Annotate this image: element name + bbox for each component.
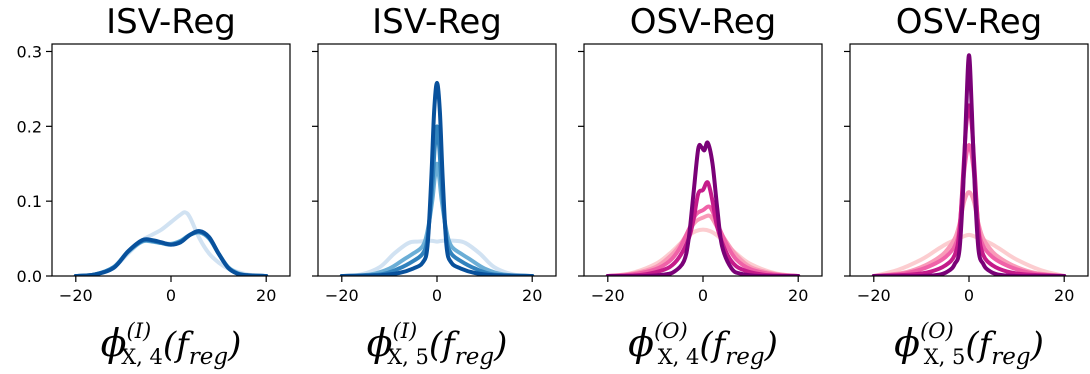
density-curve-3 (605, 204, 801, 276)
density-curve-4 (339, 80, 535, 276)
x-tick-label: 0 (698, 286, 708, 305)
density-curve-1 (605, 227, 801, 276)
x-tick-label: 20 (788, 286, 808, 305)
panel-title: OSV-Reg (630, 2, 776, 42)
y-tick-label: 0.3 (17, 42, 42, 61)
curves-group (605, 140, 801, 276)
x-axis-label: ϕ(O) X, 5(freg) (894, 319, 1044, 370)
density-curve-2 (73, 230, 269, 276)
axes-frame (51, 43, 291, 277)
panel-title: ISV-Reg (372, 2, 502, 42)
x-tick-label: 20 (256, 286, 276, 305)
curves-group (871, 53, 1067, 276)
x-tick-label: −20 (857, 286, 891, 305)
panel-title: ISV-Reg (106, 2, 236, 42)
density-curve-1 (339, 238, 535, 276)
density-curve-2 (339, 161, 535, 276)
x-tick-label: −20 (325, 286, 359, 305)
x-tick-label: −20 (59, 286, 93, 305)
x-tick-label: −20 (591, 286, 625, 305)
x-axis-label: ϕ(I) X, 5(freg) (367, 319, 508, 370)
density-curve-3 (73, 229, 269, 276)
density-curve-4 (605, 180, 801, 276)
y-tick-label: 0.2 (17, 117, 42, 136)
panel-title: OSV-Reg (896, 2, 1042, 42)
x-axis-label: ϕ(O) X, 4(freg) (628, 319, 778, 370)
x-tick-label: 20 (522, 286, 542, 305)
panel-3: −20 0 20 OSV-Reg ϕ(O) X, 4(freg) (578, 2, 823, 370)
x-tick-label: 20 (1054, 286, 1074, 305)
panel-2: −20 0 20 ISV-Reg ϕ(I) X, 5(freg) (312, 2, 557, 370)
axes-frame (583, 43, 823, 277)
y-tick-label: 0.1 (17, 192, 42, 211)
x-tick-label: 0 (432, 286, 442, 305)
density-curve-3 (339, 124, 535, 276)
panel-4: −20 0 20 OSV-Reg ϕ(O) X, 5(freg) (844, 2, 1089, 370)
density-curve-2 (605, 213, 801, 276)
density-curve-4 (73, 229, 269, 276)
density-curve-2 (871, 190, 1067, 276)
density-curve-5 (871, 53, 1067, 276)
density-curve-4 (871, 103, 1067, 276)
density-curve-3 (871, 143, 1067, 276)
x-tick-label: 0 (166, 286, 176, 305)
y-tick-label: 0.0 (17, 267, 42, 286)
curves-group (73, 210, 269, 276)
x-tick-label: 0 (964, 286, 974, 305)
curves-group (339, 80, 535, 276)
x-axis-label: ϕ(I) X, 4(freg) (101, 319, 242, 370)
panel-1: −20 0 20 0.0 0.1 0.2 0.3 ISV-Reg ϕ(I) X, 4(freg) (17, 2, 291, 370)
density-curve-1 (871, 232, 1067, 276)
density-curve-5 (605, 140, 801, 276)
